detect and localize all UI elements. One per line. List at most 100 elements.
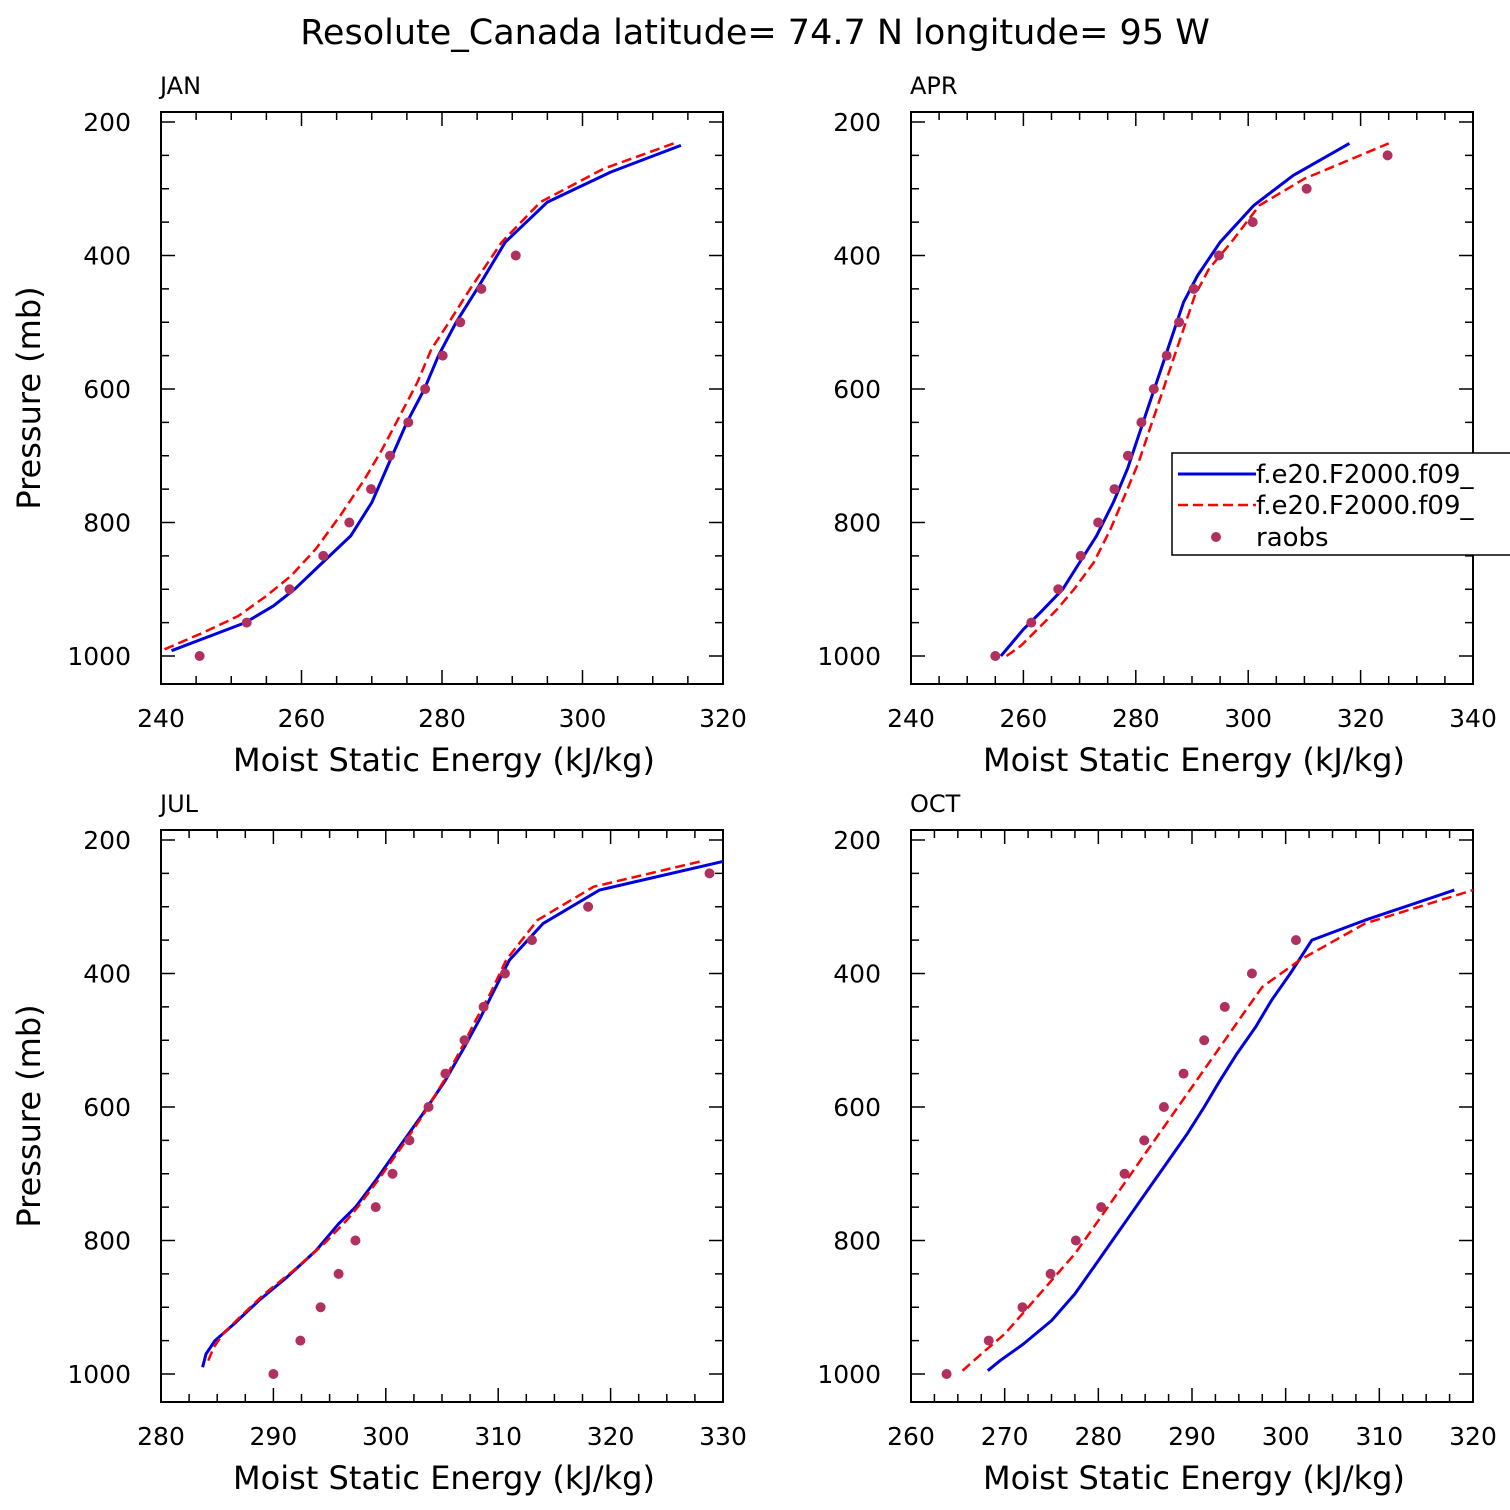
y-tick-label: 200 [833,108,881,137]
raobs-point [1188,283,1199,294]
raobs-point [1247,217,1258,228]
x-tick-label: 320 [1337,704,1385,733]
panel-jul: JUL 280 290 300 310 320 330 200 400 600 800 1000 Moi… [10,790,747,1497]
raobs-point [1178,1068,1189,1079]
raobs-point [1093,517,1104,528]
raobs-point [1096,1202,1107,1213]
raobs-point [1199,1035,1210,1046]
x-tick-label: 280 [137,1422,185,1451]
raobs-point [1382,150,1393,161]
raobs-point [1301,183,1312,194]
x-axis-label: Moist Static Energy (kJ/kg) [983,1459,1405,1497]
x-tick-label: 300 [1224,704,1272,733]
raobs-point [370,1202,381,1213]
y-tick-label: 600 [83,375,131,404]
x-tick-label: 340 [1449,704,1497,733]
raobs-point [1161,350,1172,361]
x-tick-label: 290 [250,1422,298,1451]
y-tick-label: 600 [833,1093,881,1122]
x-tick-label: 300 [559,704,607,733]
y-tick-label: 200 [83,826,131,855]
x-tick-label: 290 [1168,1422,1216,1451]
y-tick-label: 1000 [67,642,131,671]
x-tick-label: 240 [887,704,935,733]
legend-swatch-raobs [1211,532,1221,542]
raobs-point [983,1335,994,1346]
series-line-solid [201,859,724,1368]
y-tick-label: 600 [83,1093,131,1122]
plot-frame [910,111,1474,685]
y-tick-label: 400 [83,242,131,271]
panel-label: OCT [910,790,961,818]
panel-oct: OCT 260 270 280 290 300 310 320 200 400 600 800 1000… [817,790,1496,1497]
x-tick-label: 240 [137,704,185,733]
y-tick-label: 600 [833,375,881,404]
raobs-point [366,484,377,495]
raobs-point [1026,617,1037,628]
y-tick-label: 800 [833,1227,881,1256]
raobs-point [1109,484,1120,495]
raobs-point [455,317,466,328]
x-tick-label: 280 [1112,704,1160,733]
raobs-point [350,1235,361,1246]
y-axis-label: Pressure (mb) [10,286,48,509]
raobs-point [583,901,594,912]
raobs-point [704,868,715,879]
x-tick-label: 270 [981,1422,1029,1451]
legend-entry-2: f.e20.F2000.f09_ [1256,491,1474,521]
series-line-dashed [1005,142,1390,658]
raobs-point [423,1102,434,1112]
x-tick-label: 330 [699,1422,747,1451]
x-tick-label: 300 [362,1422,410,1451]
y-tick-label: 800 [83,1227,131,1256]
raobs-point [440,1068,451,1079]
raobs-point [437,350,448,361]
raobs-point [295,1335,306,1346]
raobs-point [1290,935,1301,946]
raobs-point [1174,317,1185,328]
raobs-point [194,651,205,661]
y-tick-label: 1000 [817,642,881,671]
raobs-point [1219,1001,1230,1012]
raobs-point [385,450,396,461]
raobs-point [941,1369,952,1379]
raobs-point [1119,1168,1130,1179]
y-tick-label: 1000 [67,1360,131,1389]
x-tick-label: 300 [1262,1422,1310,1451]
raobs-point [387,1168,398,1179]
raobs-point [510,250,521,261]
y-tick-label: 200 [83,108,131,137]
raobs-point [404,1135,415,1146]
chart-panels: JAN 240 260 280 300 320 200 400 600 800 1000 Moist … [10,72,1497,1497]
x-axis-label: Moist Static Energy (kJ/kg) [983,741,1405,779]
raobs-point [420,384,431,394]
legend-entry-3: raobs [1256,523,1329,553]
series-line-solid [999,142,1351,657]
legend: f.e20.F2000.f09_ f.e20.F2000.f09_ raobs [1171,452,1510,556]
series-line-dashed [961,888,1474,1372]
raobs-point [1017,1302,1028,1313]
panel-jan: JAN 240 260 280 300 320 200 400 600 800 1000 Moist … [10,72,747,779]
y-axis-label: Pressure (mb) [10,1004,48,1227]
y-tick-label: 400 [83,960,131,989]
raobs-point [526,935,537,946]
y-tick-label: 800 [833,509,881,538]
x-tick-label: 310 [1355,1422,1403,1451]
raobs-point [1136,417,1147,428]
panel-label: APR [910,72,958,100]
y-tick-label: 200 [833,826,881,855]
raobs-point [459,1035,470,1046]
raobs-point [268,1369,279,1379]
panel-label: JUL [158,790,199,818]
y-tick-label: 400 [833,242,881,271]
x-tick-label: 320 [699,704,747,733]
raobs-point [499,968,510,979]
x-axis-label: Moist Static Energy (kJ/kg) [233,741,655,779]
raobs-point [1158,1102,1169,1112]
panel-apr: APR 240 260 280 300 320 340 200 400 600 800 1000 Moi… [817,72,1496,779]
raobs-point [1045,1268,1056,1279]
series-line-dashed [164,142,675,651]
series-line-dashed [207,860,701,1362]
raobs-point [1075,550,1086,561]
